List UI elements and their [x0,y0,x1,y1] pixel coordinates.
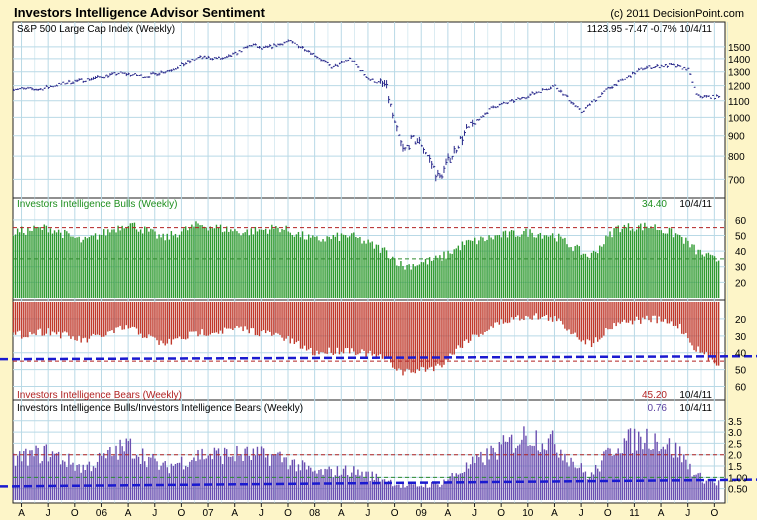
ratio-y-tick-label: 0.50 [728,485,748,496]
bears-drawn-trend-line [0,354,757,361]
copyright-text: (c) 2011 DecisionPoint.com [610,8,744,20]
ratio-y-tick-label: 1.00 [728,473,748,484]
price-y-tick-label: 800 [728,152,745,163]
reference-lines [0,227,757,488]
price-series [13,39,721,182]
x-tick-label: J [365,508,370,519]
x-tick-label: A [18,508,25,519]
bulls-value: 34.40 [642,199,667,210]
ratio-value: 0.76 [648,403,668,414]
x-tick-label: O [710,508,718,519]
ratio-y-tick-label: 1.5 [728,462,742,473]
price-panel [12,21,726,199]
ratio-y-tick-label: 2.0 [728,451,742,462]
ratio-y-tick-label: 3.5 [728,417,742,428]
x-tick-label: J [472,508,477,519]
ratio-drawn-trend-line [0,478,757,488]
bulls-y-tick-label: 20 [735,278,747,289]
x-tick-label: A [551,508,558,519]
price-y-tick-label: 1100 [728,97,750,108]
bulls-y-tick-label: 40 [735,247,747,258]
x-tick-label: J [259,508,264,519]
bears-y-tick-label: 30 [735,332,747,343]
x-tick-label: J [46,508,51,519]
price-y-tick-label: 900 [728,132,745,143]
x-tick-label: J [685,508,690,519]
price-y-tick-label: 700 [728,175,745,186]
x-tick-label: O [604,508,612,519]
bears-y-tick-label: 40 [735,349,747,360]
price-y-tick-label: 1400 [728,55,751,66]
x-tick-label: 06 [96,508,108,519]
price-y-tick-label: 1300 [728,68,751,79]
ratio-panel-label: Investors Intelligence Bulls/Investors I… [17,403,303,414]
x-tick-label: A [231,508,238,519]
price-y-tick-label: 1000 [728,113,751,124]
x-tick-label: O [71,508,79,519]
bulls-y-tick-label: 60 [735,216,747,227]
x-tick-label: 09 [416,508,428,519]
ratio-date: 10/4/11 [679,403,712,414]
x-tick-label: 10 [522,508,534,519]
x-tick-label: 11 [629,508,640,519]
x-tick-label: A [338,508,345,519]
bears-date: 10/4/11 [679,390,712,401]
x-tick-label: O [391,508,399,519]
bulls-y-tick-label: 50 [735,231,747,242]
price-panel-label: S&P 500 Large Cap Index (Weekly) [17,24,175,35]
ratio-y-tick-label: 3.0 [728,428,742,439]
x-tick-label: A [658,508,665,519]
price-readout: 1123.95 -7.47 -0.7% 10/4/11 [587,24,713,35]
bears-y-tick-label: 50 [735,366,747,377]
ratio-y-tick-label: 2.5 [728,439,742,450]
bulls-panel-label: Investors Intelligence Bulls (Weekly) [17,199,177,210]
x-tick-label: A [125,508,132,519]
price-y-tick-label: 1200 [728,82,751,93]
bears-panel-label: Investors Intelligence Bears (Weekly) [17,390,182,401]
x-tick-label: 08 [309,508,321,519]
x-tick-label: 07 [202,508,214,519]
bulls-y-tick-label: 30 [735,263,747,274]
x-tick-label: J [152,508,157,519]
x-axis-ticks: A J O 06 A J O 07 A J O 08 A J O 09 A J O 10 A J O 11 A J O [18,503,718,519]
x-tick-label: O [497,508,505,519]
bears-y-tick-label: 20 [735,315,747,326]
x-tick-label: J [579,508,584,519]
x-tick-label: A [445,508,452,519]
x-tick-label: O [178,508,186,519]
x-tick-label: O [284,508,292,519]
bears-y-tick-label: 60 [735,383,747,394]
chart-title: Investors Intelligence Advisor Sentiment [14,5,266,20]
bulls-series [12,221,720,298]
bears-value: 45.20 [642,390,667,401]
price-y-tick-label: 1500 [728,43,751,54]
bears-series [12,302,720,376]
bulls-date: 10/4/11 [679,199,712,210]
